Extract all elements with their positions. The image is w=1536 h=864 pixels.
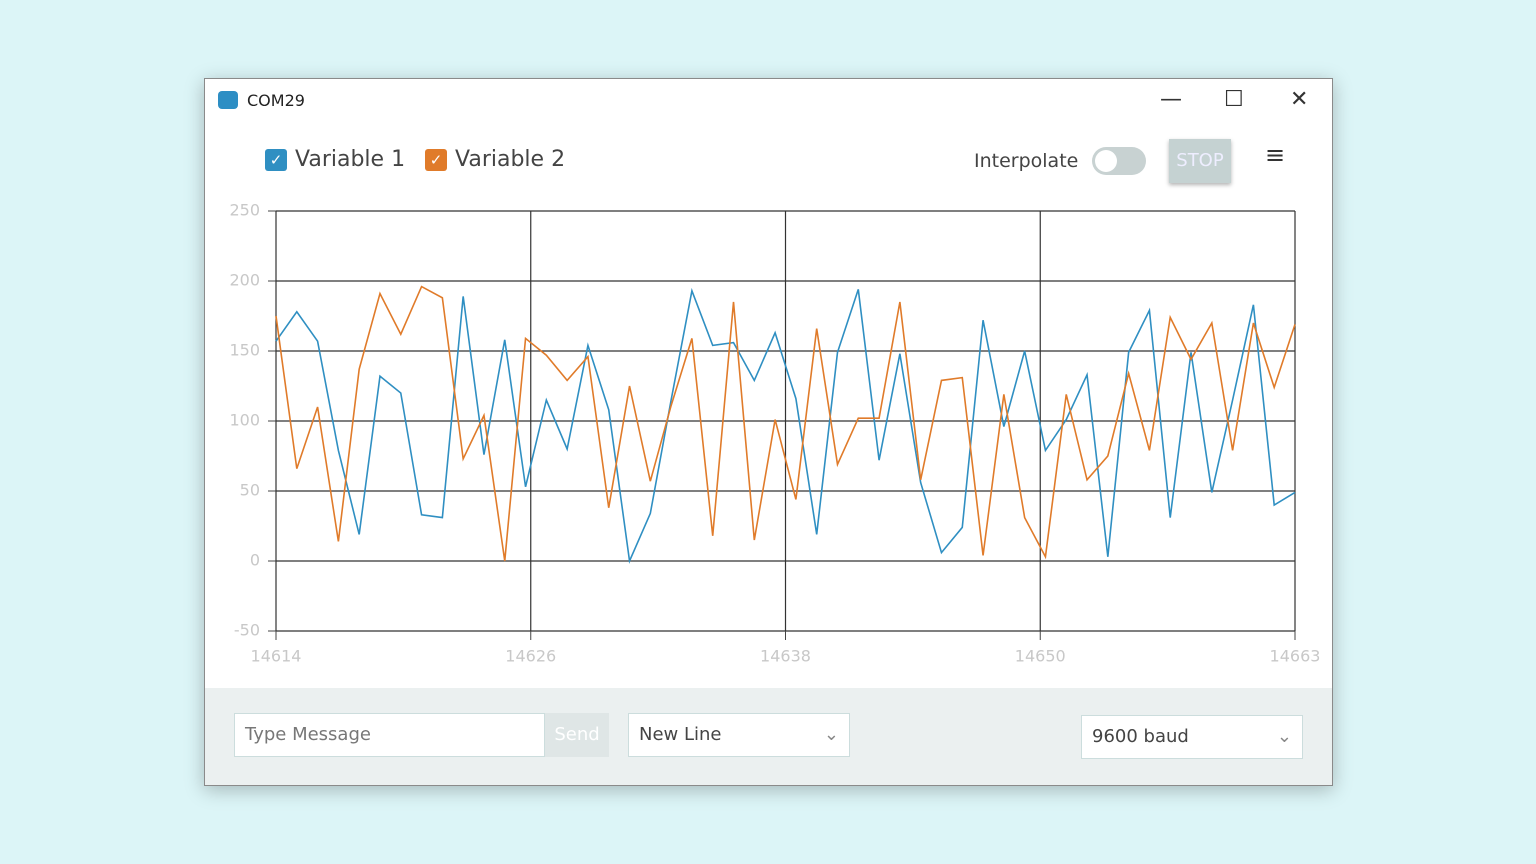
clear-button[interactable]: ≡ <box>1265 141 1286 169</box>
minimize-button[interactable]: — <box>1160 87 1182 112</box>
interpolate-toggle[interactable] <box>1092 147 1146 175</box>
footer-bar: Type Message Send New Line ⌄ 9600 baud ⌄ <box>205 688 1332 785</box>
legend-label: Variable 1 <box>295 147 406 172</box>
x-tick-label: 14638 <box>760 647 811 666</box>
window-title: COM29 <box>247 91 305 110</box>
close-button[interactable]: ✕ <box>1290 87 1309 112</box>
checkbox[interactable]: ✓ <box>265 148 287 171</box>
y-tick-label: 200 <box>229 271 260 290</box>
maximize-button[interactable]: ☐ <box>1224 87 1244 112</box>
send-button[interactable]: Send <box>545 713 609 757</box>
legend-label: Variable 2 <box>455 147 566 172</box>
toggle-knob <box>1095 150 1117 172</box>
select-value: 9600 baud <box>1092 726 1189 747</box>
series-line <box>275 285 1296 562</box>
select-value: New Line <box>639 724 722 745</box>
checkbox[interactable]: ✓ <box>425 148 447 171</box>
y-tick-label: -50 <box>234 621 260 640</box>
stop-button[interactable]: STOP <box>1169 139 1231 183</box>
x-tick-label: 14650 <box>1015 647 1066 666</box>
x-tick-label: 14626 <box>505 647 556 666</box>
baud-select[interactable]: 9600 baud ⌄ <box>1081 715 1303 759</box>
y-tick-label: 250 <box>229 201 260 220</box>
y-tick-label: 50 <box>240 481 260 500</box>
message-input[interactable]: Type Message <box>234 713 545 757</box>
y-tick-label: 150 <box>229 341 260 360</box>
y-tick-label: 100 <box>229 411 260 430</box>
x-tick-label: 14614 <box>251 647 302 666</box>
x-tick-label: 14663 <box>1270 647 1321 666</box>
legend-item[interactable]: ✓ Variable 1 <box>265 147 405 172</box>
line-ending-select[interactable]: New Line ⌄ <box>628 713 850 757</box>
legend-item[interactable]: ✓ Variable 2 <box>425 147 565 172</box>
y-tick-label: 0 <box>250 551 260 570</box>
app-icon <box>218 91 238 109</box>
interpolate-label: Interpolate <box>974 150 1079 172</box>
